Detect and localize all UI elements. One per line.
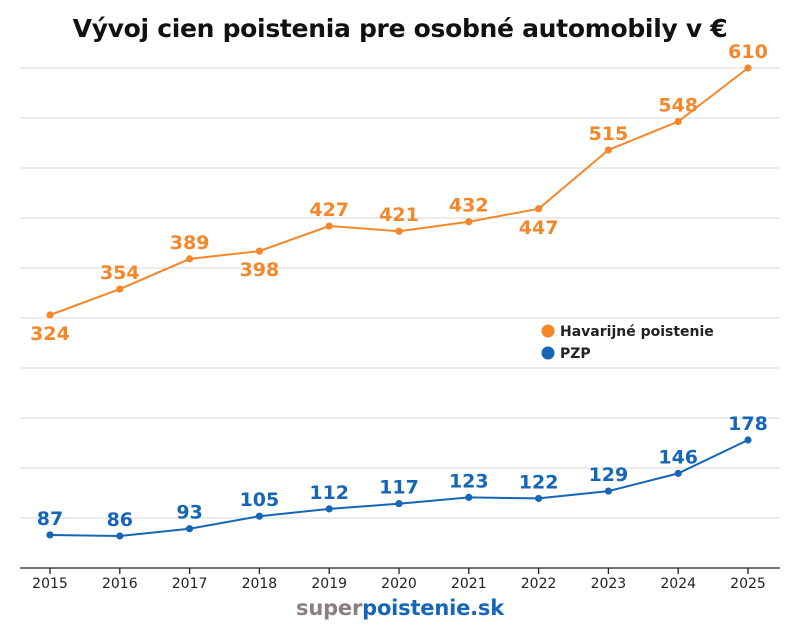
data-point xyxy=(744,64,752,72)
data-point xyxy=(255,247,263,255)
series-lines xyxy=(49,67,749,538)
data-point xyxy=(395,227,403,235)
data-point xyxy=(116,285,124,293)
legend-label: PZP xyxy=(560,346,591,362)
data-point xyxy=(604,146,613,154)
data-labels: 324 354 389 398 427 421 432 447 515 548 610 87 86 93 1… xyxy=(30,41,768,531)
data-point xyxy=(46,531,54,539)
data-point xyxy=(744,436,752,444)
data-label: 398 xyxy=(240,259,280,281)
data-label: 324 xyxy=(30,323,70,345)
data-label: 87 xyxy=(37,508,63,530)
data-label: 447 xyxy=(519,217,559,239)
data-label: 421 xyxy=(379,204,419,226)
data-point xyxy=(255,512,263,520)
data-point xyxy=(186,525,194,533)
legend: Havarijné poistenie PZP xyxy=(541,324,714,362)
data-point xyxy=(465,493,473,501)
brand-suffix: poistenie.sk xyxy=(362,596,504,620)
data-label: 112 xyxy=(309,482,349,504)
data-point xyxy=(186,255,194,263)
data-point xyxy=(465,218,473,226)
data-label: 129 xyxy=(589,464,629,486)
data-point xyxy=(535,205,543,213)
x-tick-label: 2018 xyxy=(242,576,278,592)
x-tick-label: 2016 xyxy=(102,576,138,592)
x-axis: 2015 2016 2017 2018 2019 2020 2021 2022 2023 2024… xyxy=(20,567,780,592)
data-point xyxy=(325,505,333,513)
series-points xyxy=(46,64,752,540)
data-point xyxy=(535,494,543,503)
data-label: 389 xyxy=(170,232,210,254)
x-tick-label: 2015 xyxy=(32,576,68,592)
data-label: 610 xyxy=(728,41,768,63)
data-label: 93 xyxy=(176,502,202,524)
x-tick-label: 2024 xyxy=(660,576,696,592)
data-label: 122 xyxy=(519,471,559,493)
data-label: 123 xyxy=(449,470,489,492)
x-tick-label: 2022 xyxy=(521,576,557,592)
data-label: 432 xyxy=(449,195,489,217)
legend-marker xyxy=(541,346,555,360)
data-point xyxy=(395,500,403,508)
brand-prefix: super xyxy=(296,596,363,620)
data-label: 117 xyxy=(379,477,419,499)
legend-marker xyxy=(541,324,555,338)
data-label: 105 xyxy=(240,489,280,511)
data-point xyxy=(46,311,54,319)
data-label: 548 xyxy=(658,95,698,117)
brand-footer: superpoistenie.sk xyxy=(0,596,800,620)
data-point xyxy=(674,469,682,477)
data-label: 515 xyxy=(589,123,629,145)
data-label: 354 xyxy=(100,262,140,284)
data-label: 146 xyxy=(658,446,698,468)
x-tick-label: 2017 xyxy=(172,576,208,592)
x-tick-label: 2019 xyxy=(311,576,347,592)
x-tick-label: 2023 xyxy=(591,576,627,592)
grid-lines xyxy=(20,67,780,519)
data-point xyxy=(116,532,124,540)
data-label: 178 xyxy=(728,413,768,435)
x-tick-label: 2020 xyxy=(381,576,417,592)
data-label: 86 xyxy=(107,509,133,531)
series-line xyxy=(49,67,749,316)
legend-label: Havarijné poistenie xyxy=(560,324,714,340)
x-tick-label: 2025 xyxy=(730,576,766,592)
data-point xyxy=(674,117,682,126)
data-point xyxy=(325,222,333,230)
data-label: 427 xyxy=(309,199,349,221)
x-tick-label: 2021 xyxy=(451,576,487,592)
chart-title: Vývoj cien poistenia pre osobné automobi… xyxy=(72,14,728,43)
data-point xyxy=(604,487,613,495)
